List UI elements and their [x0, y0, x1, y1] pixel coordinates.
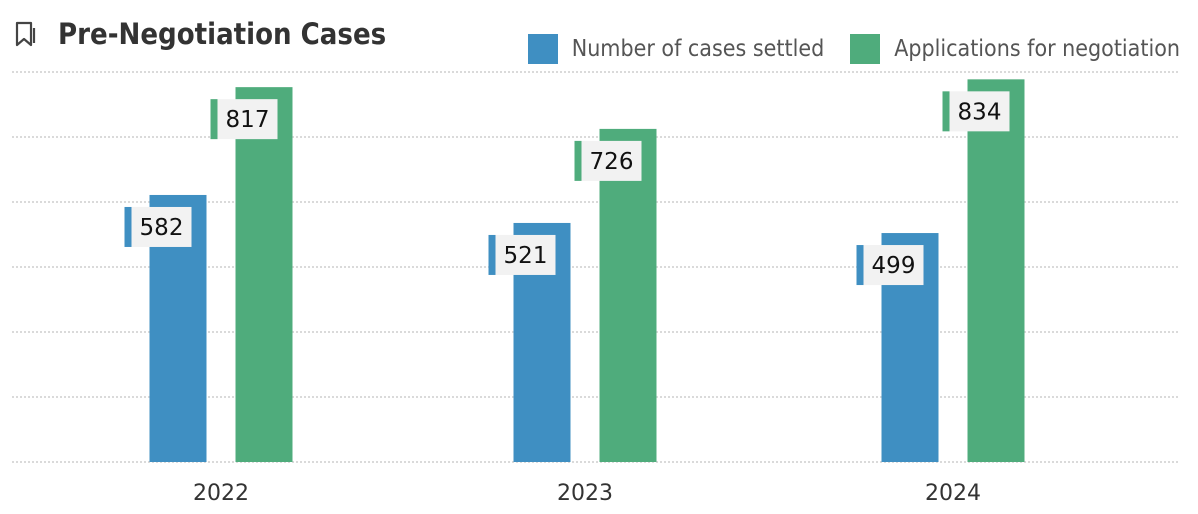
data-label-tab: [942, 91, 950, 132]
legend-item-applications[interactable]: Applications for negotiation: [850, 34, 1180, 64]
data-label-tab: [488, 234, 496, 275]
data-label-box: [131, 206, 192, 247]
chart-title: Pre-Negotiation Cases: [58, 17, 387, 51]
data-label-box: [217, 99, 278, 140]
x-tick-label-2023: 2023: [557, 481, 613, 506]
x-tick-label-2022: 2022: [193, 481, 249, 506]
data-label-text: 726: [590, 149, 634, 175]
legend-item-settled[interactable]: Number of cases settled: [527, 34, 825, 64]
data-label-text: 817: [226, 107, 270, 133]
legend-label-applications: Applications for negotiation: [894, 36, 1180, 62]
data-label-tab: [856, 245, 864, 286]
data-label-tab: [574, 140, 582, 181]
data-label-settled-2022: 582: [124, 206, 192, 247]
data-label-text: 834: [958, 99, 1002, 125]
legend: Number of cases settled Applications for…: [502, 34, 1180, 64]
title-row: Pre-Negotiation Cases: [14, 14, 386, 54]
data-label-applications-2022: 817: [210, 99, 278, 140]
data-label-applications-2024: 834: [942, 91, 1010, 132]
legend-swatch-applications: [850, 34, 881, 64]
bookmark-icon[interactable]: [14, 21, 38, 47]
data-label-tab: [210, 99, 218, 140]
x-tick-label-2024: 2024: [925, 481, 981, 506]
data-label-text: 521: [504, 243, 548, 269]
data-label-box: [581, 140, 642, 181]
x-tick-labels: 2022 2023 2024: [193, 481, 981, 506]
data-label-text: 499: [872, 253, 916, 279]
data-label-settled-2024: 499: [856, 245, 924, 286]
bar-applications-2024[interactable]: [967, 79, 1025, 462]
bar-applications-2022[interactable]: [235, 87, 293, 462]
data-label-box: [495, 234, 556, 275]
legend-label-settled: Number of cases settled: [571, 36, 825, 62]
data-label-box: [863, 245, 924, 286]
data-labels: 582 817 521 726 499 834: [124, 91, 1010, 286]
data-label-box: [949, 91, 1010, 132]
bar-applications-2023[interactable]: [599, 128, 657, 463]
data-label-text: 582: [140, 215, 184, 241]
data-label-applications-2023: 726: [574, 140, 642, 181]
legend-swatch-settled: [527, 34, 558, 64]
data-label-tab: [124, 206, 132, 247]
data-label-settled-2023: 521: [488, 234, 556, 275]
